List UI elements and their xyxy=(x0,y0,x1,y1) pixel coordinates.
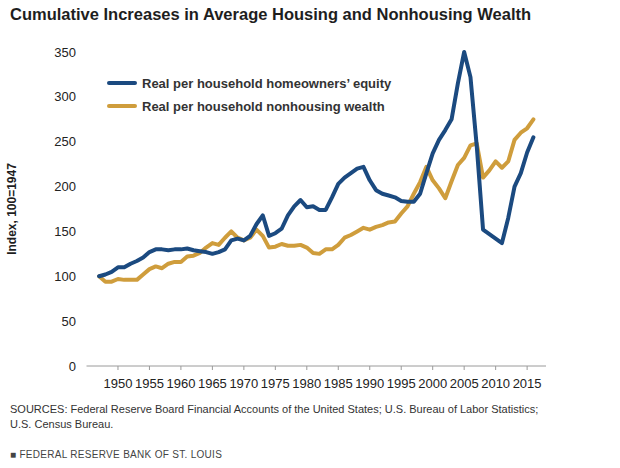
source-note: U.S. Census Bureau. xyxy=(10,418,113,430)
x-tick xyxy=(243,366,244,370)
y-tick-label: 200 xyxy=(54,179,76,194)
y-tick-label: 250 xyxy=(54,134,76,149)
x-tick-label: 1985 xyxy=(324,376,353,391)
x-tick xyxy=(306,366,307,370)
series-line xyxy=(99,52,533,276)
x-tick-label: 1995 xyxy=(387,376,416,391)
x-tick xyxy=(464,366,465,370)
y-axis-line xyxy=(86,52,87,366)
y-tick xyxy=(83,366,86,367)
series-line xyxy=(99,119,533,281)
x-tick-label: 1980 xyxy=(292,376,321,391)
x-tick-label: 2010 xyxy=(481,376,510,391)
y-tick xyxy=(83,321,86,322)
y-tick-label: 0 xyxy=(69,359,76,374)
plot-lines xyxy=(99,52,533,282)
y-tick-label: 50 xyxy=(62,314,76,329)
footer: ■ FEDERAL RESERVE BANK OF ST. LOUIS xyxy=(10,449,222,460)
legend-label: Real per household homeowners’ equity xyxy=(142,76,392,91)
x-tick-label: 1965 xyxy=(198,376,227,391)
y-tick xyxy=(83,96,86,97)
y-tick-label: 350 xyxy=(54,45,76,60)
y-tick-label: 150 xyxy=(54,224,76,239)
x-tick xyxy=(275,366,276,370)
x-axis-line xyxy=(87,366,547,367)
y-axis-label: Index, 100=1947 xyxy=(5,163,19,255)
y-tick xyxy=(83,186,86,187)
y-tick xyxy=(83,276,86,277)
x-tick xyxy=(338,366,339,370)
y-tick-label: 100 xyxy=(54,269,76,284)
x-tick xyxy=(495,366,496,370)
y-tick xyxy=(83,231,86,232)
x-tick-label: 1970 xyxy=(229,376,258,391)
y-tick-label: 300 xyxy=(54,89,76,104)
legend-label: Real per household nonhousing wealth xyxy=(142,99,385,114)
x-tick-label: 2000 xyxy=(418,376,447,391)
x-tick xyxy=(527,366,528,370)
title: Cumulative Increases in Average Housing … xyxy=(10,5,531,23)
x-tick-label: 2005 xyxy=(450,376,479,391)
legend-swatch xyxy=(109,104,135,108)
x-tick xyxy=(117,366,118,370)
x-tick-label: 1990 xyxy=(355,376,384,391)
x-tick-label: 1950 xyxy=(104,376,133,391)
legend-swatch xyxy=(109,81,135,85)
x-tick-label: 1960 xyxy=(166,376,195,391)
y-tick xyxy=(83,52,86,53)
x-tick-label: 1975 xyxy=(261,376,290,391)
chart: Cumulative Increases in Average Housing … xyxy=(0,0,620,468)
x-tick-label: 1955 xyxy=(135,376,164,391)
x-tick xyxy=(212,366,213,370)
source-note: SOURCES: Federal Reserve Board Financial… xyxy=(10,403,538,415)
y-tick xyxy=(83,141,86,142)
x-tick xyxy=(369,366,370,370)
x-tick xyxy=(149,366,150,370)
x-tick-label: 2015 xyxy=(513,376,542,391)
x-tick xyxy=(432,366,433,370)
x-tick xyxy=(401,366,402,370)
x-tick xyxy=(180,366,181,370)
